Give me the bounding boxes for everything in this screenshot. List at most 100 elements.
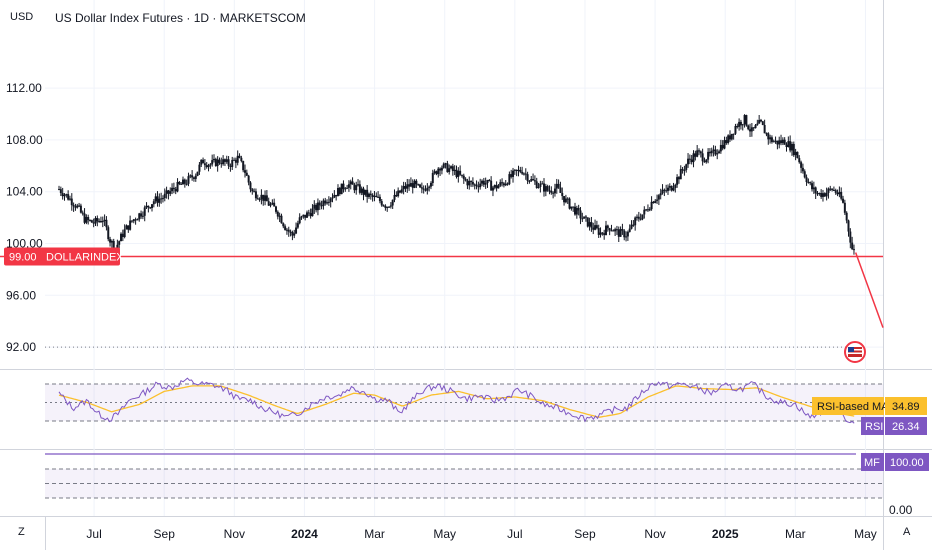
candle [335,194,338,201]
candle-body [203,163,206,166]
candle [847,219,850,237]
candle [130,220,133,223]
candle [344,186,347,192]
candle-body [637,216,640,219]
candle-body [597,228,600,235]
candle [612,229,615,232]
candle [377,191,380,198]
candle-body [674,184,677,189]
candle [85,214,88,225]
candle-body [546,186,549,191]
candle [225,155,228,164]
candle [169,187,172,197]
candle [395,191,398,197]
candle [444,162,447,169]
candle [448,164,451,175]
candle [90,219,93,223]
candle-body [783,139,786,145]
candle-body [772,141,775,143]
candle-body [118,241,121,245]
rsi-ma-legend: RSI-based MA 34.89 [812,397,927,415]
candle [796,151,799,159]
candle-body [382,205,385,207]
candle-body [171,187,174,192]
candle-body [90,220,93,223]
candle [778,136,781,149]
candle [725,136,728,145]
candle-body [668,186,671,188]
candle [94,216,97,227]
candle [515,169,518,177]
candle [371,193,374,202]
candle [666,184,669,195]
candle [205,162,208,169]
candle-body [670,186,673,191]
candle [378,194,381,204]
candle-body [222,159,225,165]
candle [120,232,123,242]
candle [610,224,613,232]
candle [203,159,206,171]
candle-body [522,173,525,175]
candle-body [466,180,469,186]
candle [375,192,378,198]
candle-body [460,174,463,176]
candle [404,182,407,193]
candle-body [568,198,571,209]
candle [213,154,216,163]
candle [557,179,560,189]
candle [769,134,772,144]
candle [634,216,637,231]
candle-body [852,249,855,251]
candle [284,224,287,231]
candle-body [85,217,88,223]
candle-body [749,129,752,132]
candle-body [723,140,726,149]
candle [605,220,608,236]
candle [194,173,197,182]
candle-body [504,183,507,186]
candle-body [329,198,332,202]
candle-body [331,197,334,199]
candle-body [79,205,82,213]
candle-body [632,224,635,226]
candle [692,150,695,168]
candle-body [663,189,666,191]
time-tick-label: Sep [574,527,596,541]
candle [353,182,356,194]
candle [625,231,628,242]
candle [408,179,411,191]
candle-body [685,164,688,170]
candle-body [851,242,854,250]
candle [70,193,73,211]
candle [428,185,431,192]
candle-body [174,189,177,192]
candle-body [318,202,321,206]
candle-body [450,166,453,169]
rsi-name-badge [861,417,884,435]
candle [488,178,491,182]
candle-body [513,169,516,171]
timezone-button[interactable]: Z [18,526,25,538]
candle-body [132,219,135,222]
candle-body [291,232,294,236]
candle-body [634,217,637,226]
auto-scale-button[interactable]: A [903,526,911,538]
candle-body [373,195,376,197]
candle [397,187,400,198]
candle [83,208,86,225]
candle [216,156,219,172]
candle-body [734,126,737,134]
candle [495,181,498,192]
candle [384,204,387,211]
candle [716,149,719,160]
candle [614,227,617,237]
candle-body [790,143,793,151]
candle-body [366,189,369,197]
candle-body [521,171,524,174]
candle-body [588,222,591,227]
candle [468,176,471,190]
candle-body [236,155,239,163]
candle [759,118,762,123]
